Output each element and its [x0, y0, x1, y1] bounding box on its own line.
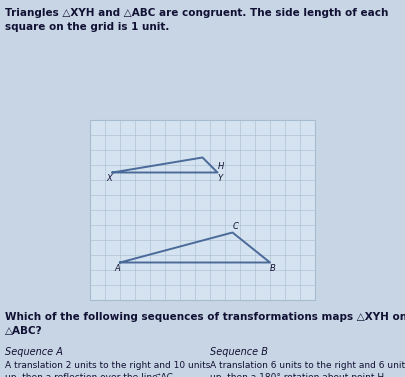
Text: Which of the following sequences of transformations maps △XYH onto: Which of the following sequences of tran… — [5, 312, 405, 322]
Text: Sequence B: Sequence B — [209, 347, 267, 357]
Text: A translation 2 units to the right and 10 units: A translation 2 units to the right and 1… — [5, 361, 210, 370]
Bar — [90, 120, 314, 300]
Text: Y: Y — [217, 174, 222, 183]
Text: square on the grid is 1 unit.: square on the grid is 1 unit. — [5, 22, 169, 32]
Text: Sequence A: Sequence A — [5, 347, 63, 357]
Text: C: C — [232, 222, 238, 231]
Text: H: H — [217, 162, 223, 171]
Text: X: X — [107, 174, 112, 183]
Text: B: B — [269, 264, 275, 273]
Text: up, then a reflection over the line ⃗AC.: up, then a reflection over the line ⃗AC. — [5, 373, 175, 377]
Text: up, then a 180° rotation about point H.: up, then a 180° rotation about point H. — [209, 373, 386, 377]
Text: A translation 6 units to the right and 6 units: A translation 6 units to the right and 6… — [209, 361, 405, 370]
Text: △ABC?: △ABC? — [5, 326, 43, 336]
Text: A: A — [114, 264, 119, 273]
Text: Triangles △XYH and △ABC are congruent. The side length of each: Triangles △XYH and △ABC are congruent. T… — [5, 8, 388, 18]
